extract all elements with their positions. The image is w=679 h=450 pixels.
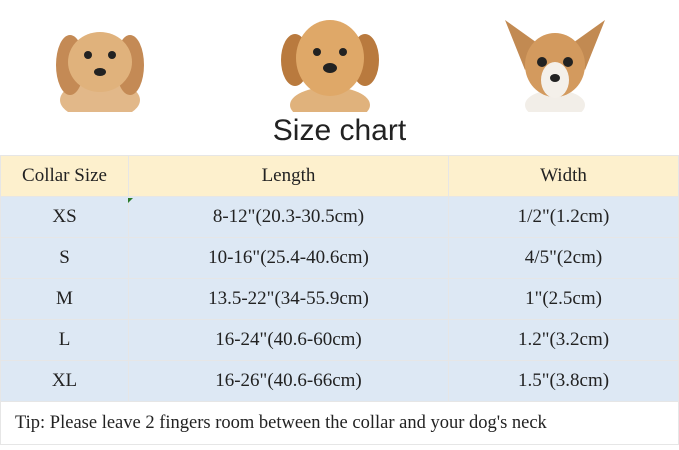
width-cell: 4/5"(2cm) <box>448 237 679 279</box>
chihuahua-photo <box>505 20 605 112</box>
header-collar-size: Collar Size <box>0 155 129 197</box>
tip-text: Tip: Please leave 2 fingers room between… <box>0 401 679 445</box>
size-cell: S <box>0 237 129 279</box>
length-cell: 8-12"(20.3-30.5cm) <box>128 196 449 238</box>
cell-comment-marker <box>128 198 133 203</box>
header-length: Length <box>128 155 449 197</box>
table-row: XS 8-12"(20.3-30.5cm) 1/2"(1.2cm) <box>0 196 679 238</box>
size-cell: XS <box>0 196 129 238</box>
length-cell: 16-26"(40.6-66cm) <box>128 360 449 402</box>
length-cell: 13.5-22"(34-55.9cm) <box>128 278 449 320</box>
table-row: M 13.5-22"(34-55.9cm) 1"(2.5cm) <box>0 278 679 320</box>
tip-row: Tip: Please leave 2 fingers room between… <box>0 401 679 445</box>
table-row: L 16-24"(40.6-60cm) 1.2"(3.2cm) <box>0 319 679 361</box>
width-cell: 1/2"(1.2cm) <box>448 196 679 238</box>
length-cell: 10-16"(25.4-40.6cm) <box>128 237 449 279</box>
table-row: S 10-16"(25.4-40.6cm) 4/5"(2cm) <box>0 237 679 279</box>
puppy-photo-2 <box>281 20 379 112</box>
table-header-row: Collar Size Length Width <box>0 155 679 197</box>
size-cell: M <box>0 278 129 320</box>
size-table: Collar Size Length Width XS 8-12"(20.3-3… <box>0 155 679 445</box>
size-cell: L <box>0 319 129 361</box>
size-cell: XL <box>0 360 129 402</box>
width-cell: 1"(2.5cm) <box>448 278 679 320</box>
table-row: XL 16-26"(40.6-66cm) 1.5"(3.8cm) <box>0 360 679 402</box>
width-cell: 1.2"(3.2cm) <box>448 319 679 361</box>
puppy-photo-1 <box>56 32 144 112</box>
width-cell: 1.5"(3.8cm) <box>448 360 679 402</box>
chart-title: Size chart <box>272 114 407 147</box>
header-width: Width <box>448 155 679 197</box>
length-cell: 16-24"(40.6-60cm) <box>128 319 449 361</box>
